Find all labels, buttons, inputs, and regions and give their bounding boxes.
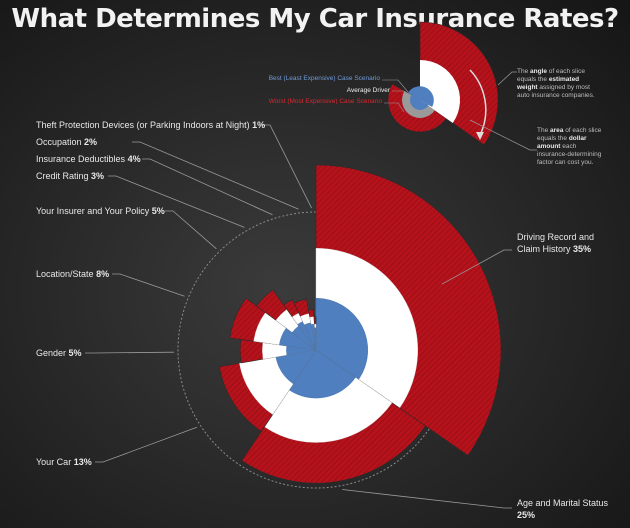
angle-arrow xyxy=(469,69,487,136)
legend-best-leader xyxy=(382,79,409,93)
slice-label-age-marital: Age and Marital Status 25% xyxy=(517,497,617,521)
slice-name: Insurance Deductibles xyxy=(36,154,126,164)
best-wedge-age-and-marital-status xyxy=(288,349,356,399)
slice-label-location: Location/State 8% xyxy=(36,268,109,280)
note-angle: The angle of each slice equals the estim… xyxy=(517,68,595,99)
leader-line-location-state xyxy=(112,273,185,297)
slice-name: Your Car xyxy=(36,457,72,467)
slice-name: Occupation xyxy=(36,137,82,147)
slice-pct: 13% xyxy=(73,457,92,467)
slice-label-credit: Credit Rating 3% xyxy=(36,170,104,182)
slice-pct: 25% xyxy=(517,510,536,520)
leader-line-insurance-deductibles xyxy=(142,158,273,216)
leader-line-theft-protection-devices-or-parking-indoors-at-night xyxy=(262,124,312,209)
slice-label-your-car: Your Car 13% xyxy=(36,456,92,468)
slice-label-theft: Theft Protection Devices (or Parking Ind… xyxy=(36,119,265,131)
mini-best-wedge-secondary xyxy=(410,95,429,110)
slice-label-occupation: Occupation 2% xyxy=(36,136,97,148)
legend-worst-leader xyxy=(384,102,405,113)
slice-pct: 8% xyxy=(96,269,110,279)
slice-label-driving-record: Driving Record and Claim History 35% xyxy=(517,231,617,255)
slice-pct: 1% xyxy=(252,120,266,130)
leader-line-your-insurer-and-your-policy xyxy=(165,210,217,250)
legend-average: Average Driver xyxy=(346,87,390,94)
chart-title: What Determines My Car Insurance Rates? xyxy=(11,4,619,34)
leader-line-occupation xyxy=(132,141,299,210)
slice-pct: 4% xyxy=(127,154,141,164)
mini-worst-wedge xyxy=(419,21,499,146)
leader-line-your-car xyxy=(95,426,198,463)
slice-pct: 2% xyxy=(84,137,98,147)
slice-label-deductibles: Insurance Deductibles 4% xyxy=(36,153,141,165)
slice-pct: 5% xyxy=(151,206,165,216)
slice-name: Driving Record and Claim History xyxy=(517,232,595,254)
note-area: The area of each slice equals the dollar… xyxy=(537,127,602,166)
slice-name: Theft Protection Devices (or Parking Ind… xyxy=(36,120,250,130)
legend-worst: Worst (Most Expensive) Case Scenario xyxy=(268,98,382,105)
slice-label-insurer: Your Insurer and Your Policy 5% xyxy=(36,205,165,217)
legend-average-leader xyxy=(392,90,411,99)
slice-pct: 35% xyxy=(573,244,592,254)
mini-best-wedge xyxy=(407,86,434,107)
slice-name: Gender xyxy=(36,348,67,358)
leader-line-driving-record-and-claim-history xyxy=(441,249,512,285)
leader-line-gender xyxy=(85,351,175,354)
best-wedge-theft-protection-devices-or-parking-indoors-at-night xyxy=(314,327,317,351)
best-wedge-driving-record-and-claim-history xyxy=(315,297,368,380)
slice-name: Your Insurer and Your Policy xyxy=(36,206,150,216)
slice-pct: 3% xyxy=(91,171,105,181)
slice-name: Location/State xyxy=(36,269,94,279)
legend-best: Best (Least Expensive) Case Scenario xyxy=(268,75,380,82)
note-angle-leader xyxy=(497,71,517,86)
slice-label-gender: Gender 5% xyxy=(36,347,82,359)
mini-average-wedge xyxy=(420,60,461,123)
slice-name: Credit Rating xyxy=(36,171,89,181)
slice-pct: 5% xyxy=(68,348,82,358)
leader-line-age-and-marital-status xyxy=(342,489,512,509)
angle-arrowhead xyxy=(476,132,484,140)
slice-name: Age and Marital Status xyxy=(517,498,609,508)
average-wedge-driving-record-and-claim-history xyxy=(315,248,418,409)
leader-line-credit-rating xyxy=(108,175,245,228)
note-area-leader xyxy=(469,119,537,151)
